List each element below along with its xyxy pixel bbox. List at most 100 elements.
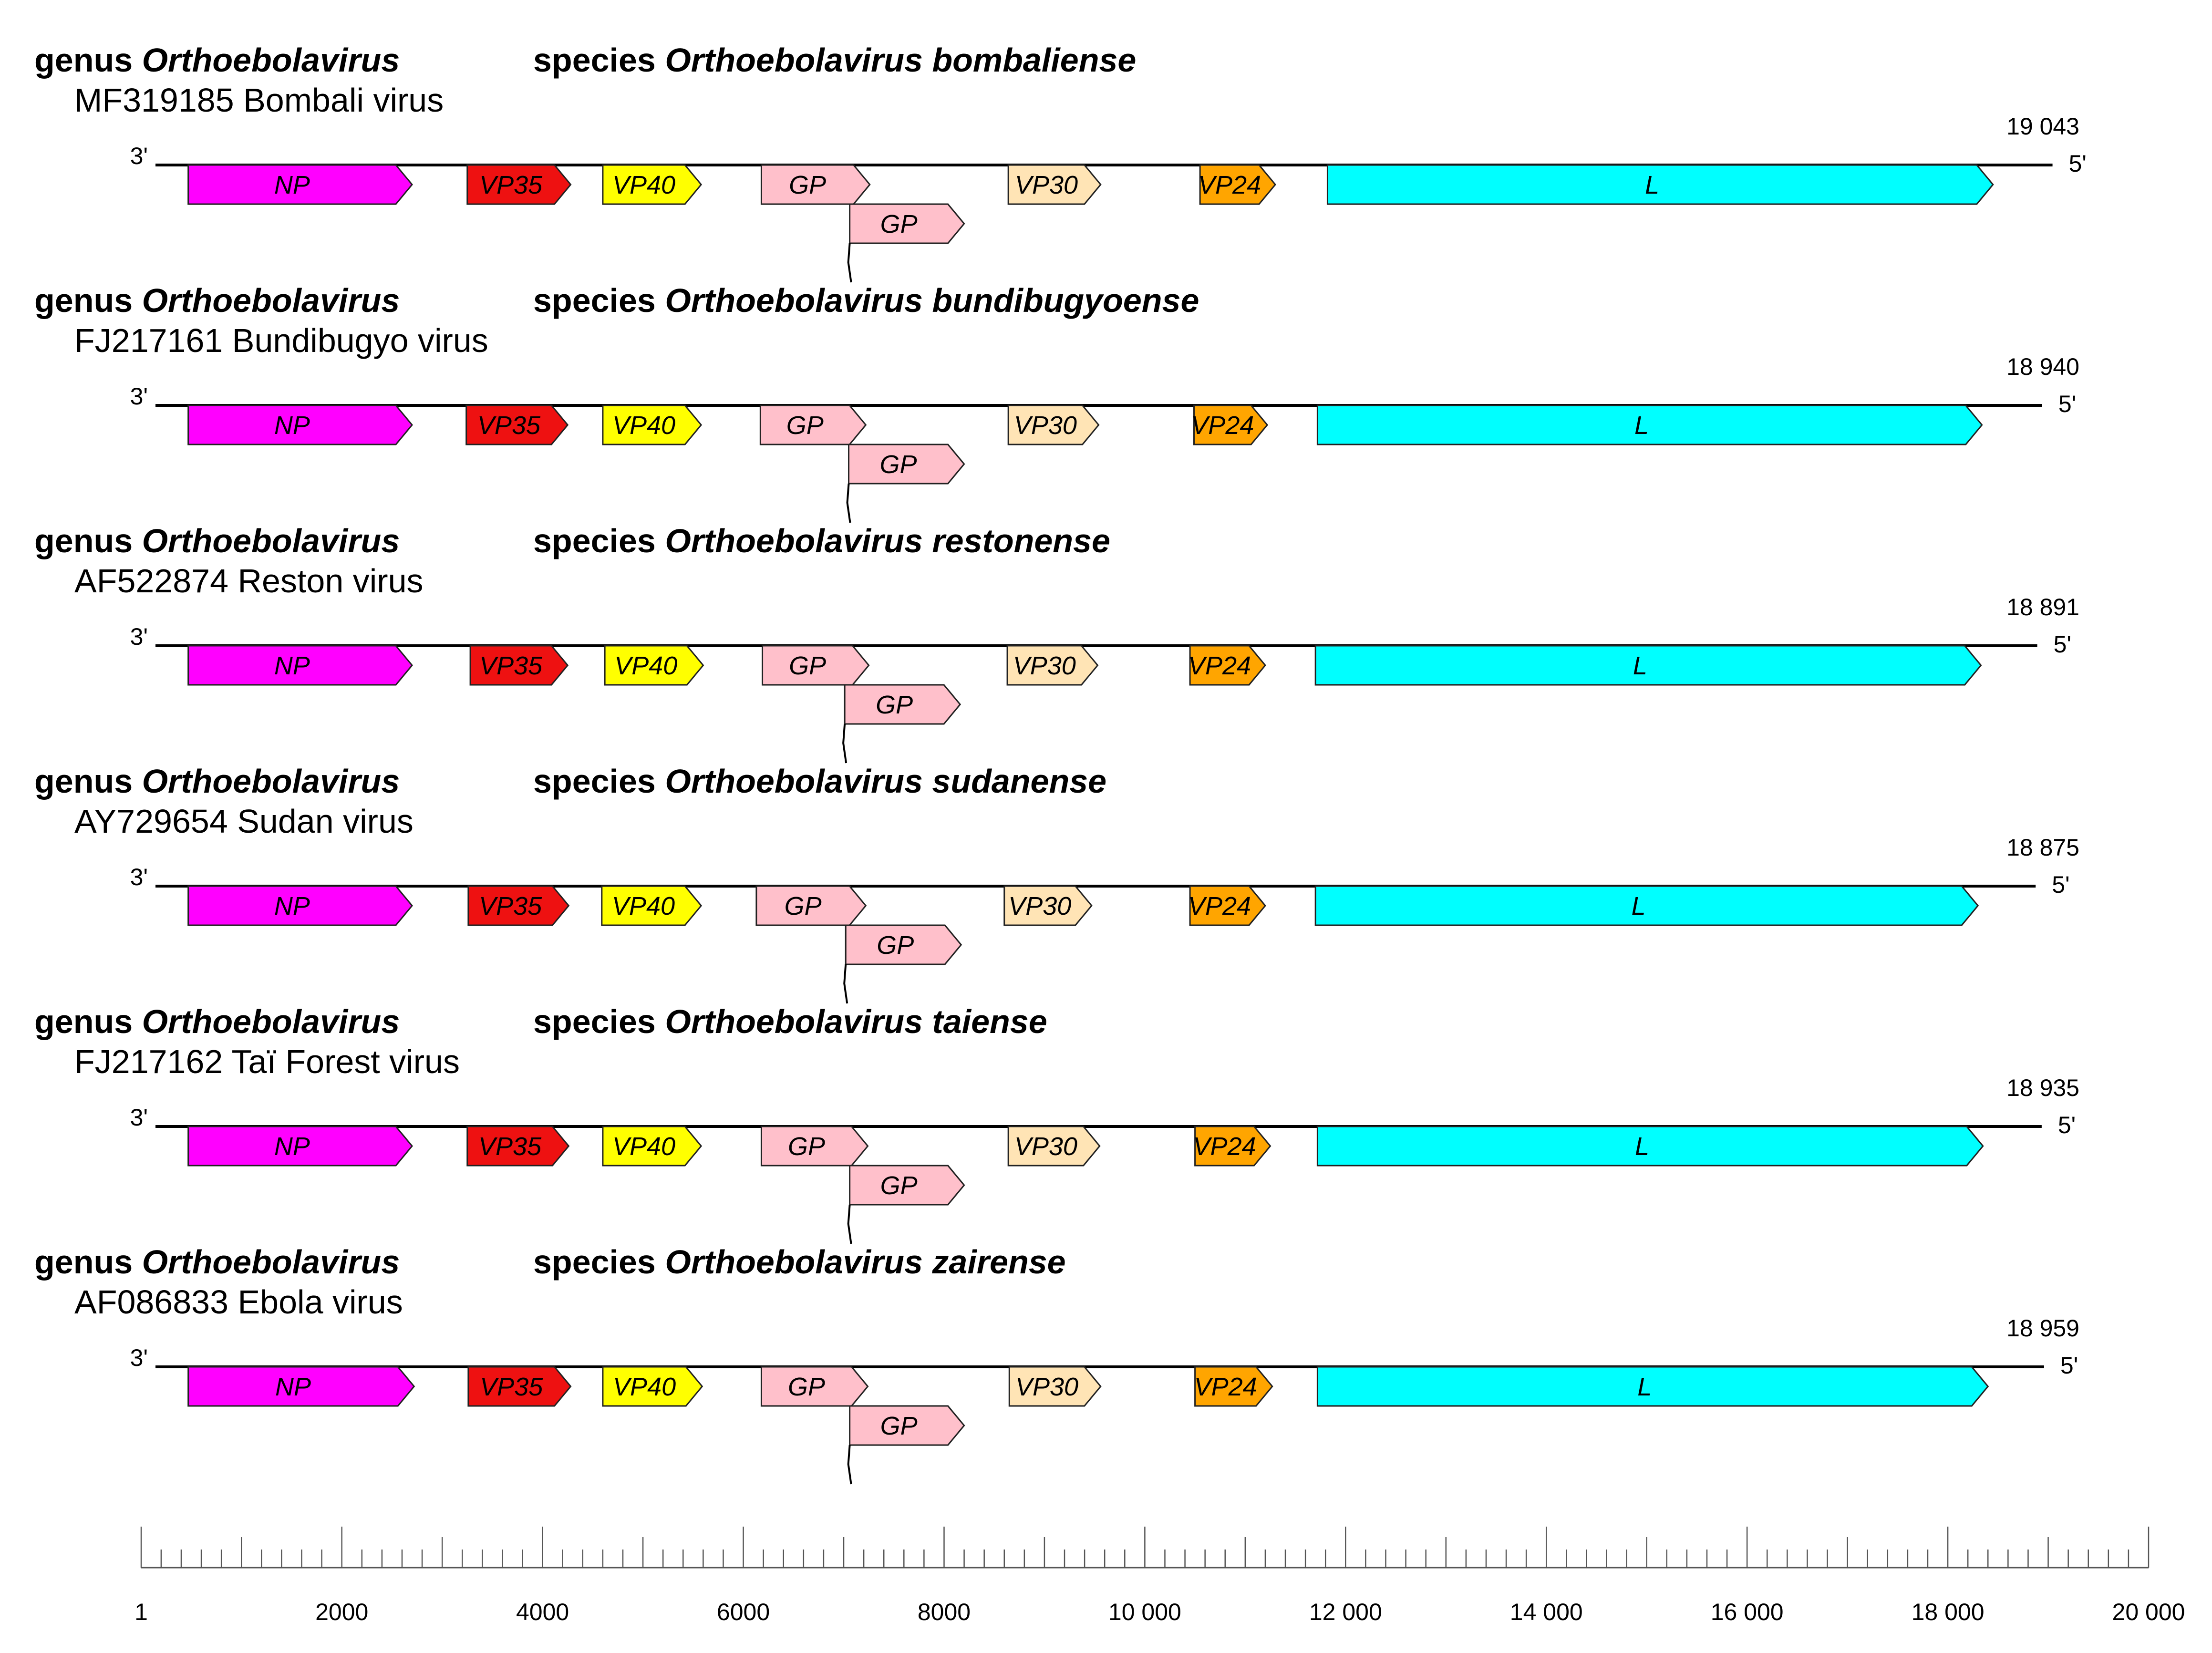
- end-3-label: 3': [130, 143, 148, 169]
- gene-vp35: [466, 164, 572, 205]
- gene-label: GP: [789, 651, 826, 680]
- species-word: species: [533, 282, 665, 319]
- end-3-label: 3': [130, 1344, 148, 1371]
- gene-vp40: [602, 1126, 703, 1167]
- gene-vp24: [1194, 1366, 1273, 1407]
- gene-label: VP24: [1188, 892, 1251, 920]
- gene-vp30: [1007, 1126, 1101, 1167]
- genus-word: genus: [34, 522, 142, 559]
- genome-header: genus Orthoebolavirus: [34, 763, 400, 800]
- genus-name: Orthoebolavirus: [142, 763, 400, 800]
- scale-bar: 1 2000 4000 6000 8000 10 000 12 000 14 000 16 00…: [134, 1527, 2185, 1625]
- gene-vp40: [602, 404, 703, 445]
- scale-tick-label: 20 000: [2112, 1599, 2185, 1625]
- gene-vp40: [602, 1366, 703, 1407]
- gene-gp: [844, 684, 961, 725]
- genus-name: Orthoebolavirus: [142, 1003, 400, 1040]
- genus-name: Orthoebolavirus: [142, 522, 400, 559]
- gene-label: VP40: [612, 411, 675, 440]
- genome-header: genus Orthoebolavirus: [34, 1243, 400, 1281]
- gene-vp35: [467, 1366, 572, 1407]
- gene-vp24: [1199, 164, 1276, 205]
- gene-gp: [760, 164, 871, 205]
- gene-label: VP40: [612, 171, 675, 199]
- species-header: species Orthoebolavirus taiense: [533, 1003, 1047, 1040]
- end-5-label: 5': [2052, 871, 2069, 898]
- gene-label: GP: [786, 411, 824, 440]
- gene-label: NP: [274, 411, 310, 440]
- gene-label: GP: [880, 1171, 918, 1200]
- gene-label: GP: [876, 691, 913, 719]
- genus-name: Orthoebolavirus: [142, 282, 400, 319]
- genome-block: genus Orthoebolavirus species Orthoebolav…: [34, 1243, 2079, 1485]
- species-header: species Orthoebolavirus bombaliense: [533, 41, 1136, 79]
- genome-length-label: 18 940: [2006, 353, 2079, 380]
- gene-np: [187, 1126, 413, 1167]
- gene-label: VP35: [479, 892, 542, 920]
- gene-label: VP35: [479, 171, 543, 199]
- species-word: species: [533, 522, 665, 559]
- gene-gp: [760, 1126, 869, 1167]
- species-header: species Orthoebolavirus restonense: [533, 522, 1110, 559]
- genome-length-label: 19 043: [2006, 113, 2079, 140]
- gene-vp40: [602, 164, 703, 205]
- genome-header: genus Orthoebolavirus: [34, 1003, 400, 1040]
- gene-label: VP24: [1191, 411, 1254, 440]
- gene-vp30: [1008, 1366, 1102, 1407]
- gene-label: GP: [789, 171, 826, 199]
- species-header: species Orthoebolavirus bundibugyoense: [533, 282, 1199, 319]
- genus-word: genus: [34, 1243, 142, 1281]
- gene-label: VP40: [614, 651, 677, 680]
- genome-length-label: 18 935: [2006, 1074, 2079, 1101]
- gene-label: GP: [785, 892, 822, 920]
- scale-tick-label: 16 000: [1711, 1599, 1784, 1625]
- species-name: Orthoebolavirus bombaliense: [665, 41, 1136, 79]
- gene-label: VP30: [1015, 1373, 1078, 1401]
- gene-np: [187, 404, 413, 445]
- gene-vp40: [604, 645, 704, 686]
- gene-gp: [845, 924, 962, 965]
- gene-l: [1314, 645, 1982, 686]
- species-name: Orthoebolavirus taiense: [665, 1003, 1047, 1040]
- genome-block: genus Orthoebolavirus species Orthoebolav…: [34, 763, 2079, 1004]
- gene-vp24: [1194, 1126, 1271, 1167]
- gene-label: VP30: [1014, 411, 1077, 440]
- accession-label: FJ217161 Bundibugyo virus: [74, 322, 488, 359]
- genus-word: genus: [34, 41, 142, 79]
- gene-gp: [849, 1165, 965, 1206]
- genome-header: genus Orthoebolavirus: [34, 41, 400, 79]
- genome-block: genus Orthoebolavirus species Orthoebolav…: [34, 41, 2087, 283]
- gp-editing-site-marker: [846, 483, 851, 523]
- gene-label: GP: [880, 450, 917, 479]
- gene-label: VP35: [480, 1373, 543, 1401]
- accession-label: AF086833 Ebola virus: [74, 1283, 403, 1321]
- gene-vp24: [1189, 645, 1266, 686]
- gene-gp: [849, 1405, 965, 1446]
- genome-block: genus Orthoebolavirus species Orthoebolav…: [34, 282, 2079, 523]
- end-5-label: 5': [2054, 631, 2071, 658]
- species-name: Orthoebolavirus bundibugyoense: [665, 282, 1199, 319]
- gene-l: [1316, 1366, 1989, 1407]
- scale-tick-label: 14 000: [1510, 1599, 1583, 1625]
- gene-label: VP30: [1013, 651, 1076, 680]
- gene-gp: [755, 885, 867, 926]
- gp-editing-site-marker: [843, 964, 848, 1004]
- gene-vp35: [465, 404, 569, 445]
- end-5-label: 5': [2060, 1352, 2078, 1379]
- gene-vp30: [1003, 885, 1093, 926]
- species-name: Orthoebolavirus sudanense: [665, 763, 1106, 800]
- species-word: species: [533, 1003, 665, 1040]
- gene-np: [187, 885, 413, 926]
- gene-label: VP24: [1198, 171, 1261, 199]
- genome-block: genus Orthoebolavirus species Orthoebolav…: [34, 1003, 2079, 1244]
- gene-label: VP24: [1194, 1373, 1257, 1401]
- gene-gp: [760, 1366, 869, 1407]
- genome-length-label: 18 891: [2006, 594, 2079, 620]
- gene-l: [1316, 404, 1983, 445]
- scale-tick-label: 2000: [315, 1599, 368, 1625]
- end-3-label: 3': [130, 623, 148, 650]
- genus-word: genus: [34, 1003, 142, 1040]
- gene-label: L: [1632, 892, 1646, 920]
